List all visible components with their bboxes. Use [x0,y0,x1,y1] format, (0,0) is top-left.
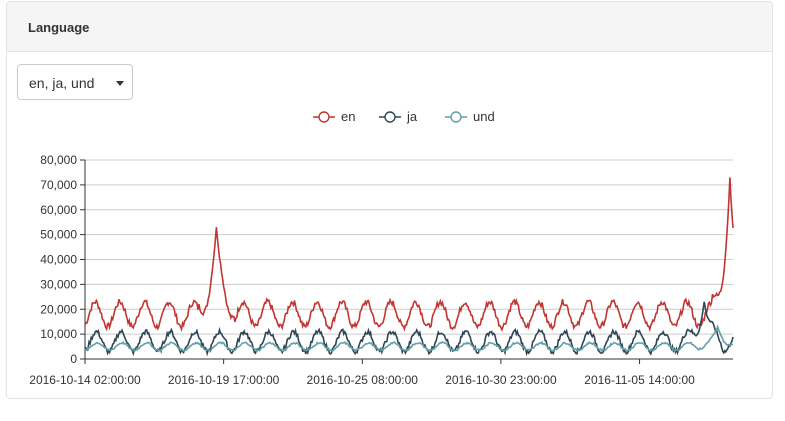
y-tick-label: 0 [70,352,77,366]
legend-marker-en [318,111,330,123]
legend-label-en: en [341,109,355,124]
x-tick-label: 2016-10-19 17:00:00 [168,373,280,387]
legend-marker-ja [384,111,396,123]
x-tick-label: 2016-11-05 14:00:00 [584,373,695,387]
x-tick-label: 2016-10-14 02:00:00 [29,373,141,387]
x-tick-label: 2016-10-30 23:00:00 [445,373,557,387]
y-tick-label: 50,000 [40,228,77,242]
y-tick-label: 30,000 [40,277,77,291]
legend-label-ja: ja [406,109,418,124]
panel-header [7,2,772,52]
y-tick-label: 70,000 [40,178,77,192]
legend-label-und: und [473,109,495,124]
chevron-down-icon [116,81,124,86]
x-tick-label: 2016-10-25 08:00:00 [307,373,419,387]
y-tick-label: 20,000 [40,302,77,316]
y-tick-label: 40,000 [40,253,77,267]
language-select[interactable]: en, ja, und [17,64,133,100]
y-tick-label: 60,000 [40,203,77,217]
series-line-en [84,177,734,333]
panel-title: Language [28,20,90,35]
legend-marker-und [450,111,462,123]
language-select-value: en, ja, und [29,75,95,91]
y-tick-label: 80,000 [40,153,77,167]
series-line-und [84,324,733,353]
y-tick-label: 10,000 [40,327,77,341]
